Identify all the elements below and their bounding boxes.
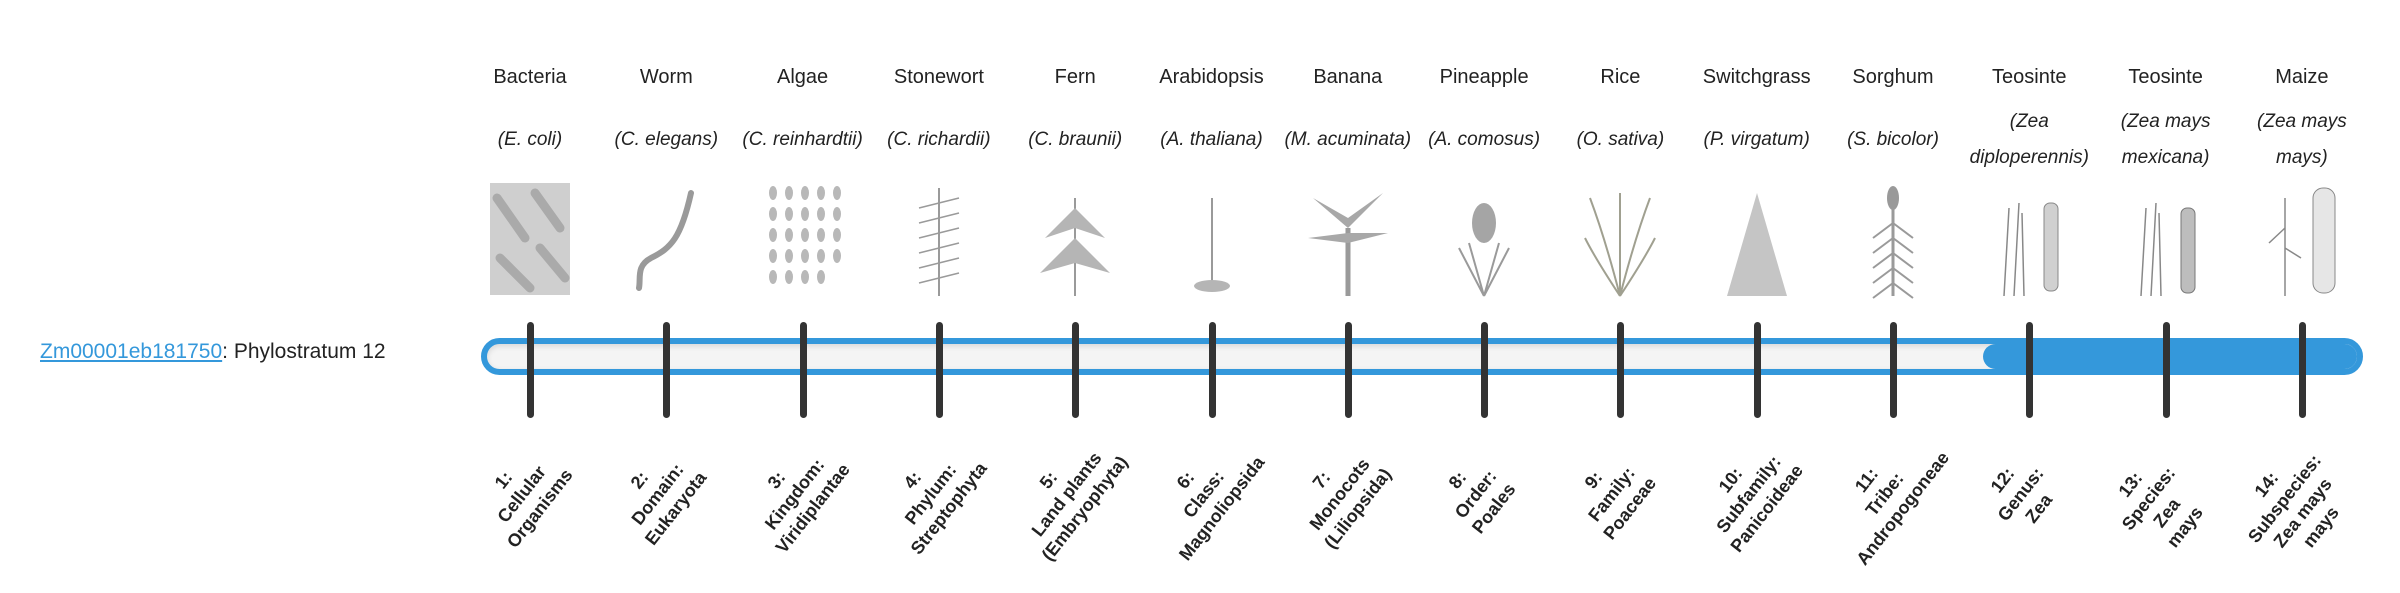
stratum-label: 1: Cellular Organisms — [449, 414, 596, 575]
stratum-tick — [799, 322, 807, 418]
stratum-tick — [2298, 322, 2306, 418]
organism-species-name: (C. elegans) — [598, 104, 734, 176]
organism-species-name: (Zea mays mexicana) — [2098, 104, 2234, 176]
organism-species-name: (A. thaliana) — [1144, 104, 1280, 176]
stratum-label: 8: Order: Poales — [1403, 414, 1550, 575]
organism-species-name: (C. richardii) — [871, 104, 1007, 176]
stratum-label: 7: Monocots (Liliopsida) — [1266, 414, 1413, 575]
teosinte-mexicana-illustration — [2098, 178, 2234, 300]
organism-common-name: Teosinte — [2128, 66, 2203, 88]
organism-species-name: (E. coli) — [462, 104, 598, 176]
species-text: (S. bicolor) — [1847, 129, 1939, 150]
switchgrass-illustration — [1689, 178, 1825, 300]
species-text: (Zea mays mays) — [2257, 111, 2347, 168]
species-text: (M. acuminata) — [1284, 129, 1412, 150]
phylostratum-progress-bar — [481, 338, 2363, 375]
organism-species-name: (Zea mays mays) — [2234, 104, 2370, 176]
bacteria-illustration — [462, 178, 598, 300]
organism-species-name: (O. sativa) — [1552, 104, 1688, 176]
progress-fill — [1983, 344, 2357, 369]
sorghum-illustration — [1825, 178, 1961, 300]
stratum-tick — [2026, 322, 2034, 418]
algae-illustration — [735, 178, 871, 300]
stonewort-illustration — [871, 178, 1007, 300]
species-text: (P. virgatum) — [1703, 129, 1810, 150]
organism-common-name: Maize — [2275, 66, 2329, 88]
stratum-tick — [935, 322, 943, 418]
phylostratum-text: : Phylostratum 12 — [222, 340, 386, 363]
species-text: (C. richardii) — [887, 129, 991, 150]
stratum-tick — [527, 322, 534, 418]
species-text: (Zea mays mexicana) — [2120, 111, 2211, 168]
stratum-tick — [663, 322, 671, 418]
organism-common-name: Bacteria — [493, 66, 567, 88]
organism-common-name: Arabidopsis — [1159, 66, 1264, 88]
gene-phylostratum-label: Zm00001eb181750: Phylostratum 12 — [40, 340, 386, 364]
organism-common-name: Rice — [1600, 66, 1641, 88]
stratum-label: 3: Kingdom: Viridiplantae — [721, 414, 868, 575]
organism-species-name: (M. acuminata) — [1280, 104, 1416, 176]
organism-common-name: Algae — [777, 66, 829, 88]
organism-species-name: (C. reinhardtii) — [735, 104, 871, 176]
stratum-tick — [1890, 322, 1897, 418]
species-text: (O. sativa) — [1576, 129, 1665, 150]
pineapple-illustration — [1416, 178, 1552, 300]
organism-species-name: (Zea diploperennis) — [1961, 104, 2097, 176]
organism-common-name: Fern — [1054, 66, 1096, 88]
gene-id-link[interactable]: Zm00001eb181750 — [40, 340, 223, 363]
organism-species-name: (S. bicolor) — [1825, 104, 1961, 176]
organism-species-name: (A. comosus) — [1416, 104, 1552, 176]
stratum-label: 13: Species: Zea mays — [2075, 419, 2240, 593]
rice-illustration — [1552, 178, 1688, 300]
organism-common-name: Sorghum — [1852, 66, 1934, 88]
fern-illustration — [1007, 178, 1143, 300]
species-text: (A. comosus) — [1428, 129, 1541, 150]
worm-illustration — [598, 178, 734, 300]
stratum-label: 12: Genus: Zea — [1948, 414, 2095, 575]
stratum-label: 6: Class: Magnoliopsida — [1130, 414, 1277, 575]
organism-species-name: (P. virgatum) — [1689, 104, 1825, 176]
organism-common-name: Teosinte — [1992, 66, 2067, 88]
stratum-tick — [2162, 322, 2170, 418]
stratum-tick — [1208, 322, 1216, 418]
organism-common-name: Pineapple — [1439, 66, 1529, 88]
stratum-label: 4: Phylum: Streptophyta — [858, 414, 1005, 575]
arabidopsis-illustration — [1144, 178, 1280, 300]
stratum-label: 9: Family: Poaceae — [1539, 414, 1686, 575]
stratum-label: 14: Subspecies: Zea mays mays — [2211, 419, 2376, 593]
organism-common-name: Switchgrass — [1702, 66, 1811, 88]
banana-illustration — [1280, 178, 1416, 300]
stratum-tick — [1617, 322, 1625, 418]
organism-species-name: (C. braunii) — [1007, 104, 1143, 176]
maize-illustration — [2234, 178, 2370, 300]
organism-common-name: Stonewort — [893, 66, 984, 88]
stratum-label: 5: Land plants (Embryophyta) — [994, 414, 1141, 575]
stratum-label: 2: Domain: Eukaryota — [585, 414, 732, 575]
stratum-tick — [1753, 322, 1761, 418]
organism-common-name: Banana — [1313, 66, 1383, 88]
species-text: (C. braunii) — [1028, 129, 1123, 150]
species-text: (Zea diploperennis) — [1969, 111, 2089, 168]
species-text: (C. elegans) — [614, 129, 719, 150]
stratum-tick — [1072, 322, 1080, 418]
species-text: (C. reinhardtii) — [742, 129, 863, 150]
species-text: (E. coli) — [497, 129, 563, 150]
stratum-tick — [1344, 322, 1352, 418]
stratum-label: 10: Subfamily: Panicoideae — [1675, 414, 1822, 575]
teosinte-illustration — [1961, 178, 2097, 300]
stratum-label: 11: Tribe: Andropogoneae — [1812, 414, 1959, 575]
organism-common-name: Worm — [639, 66, 693, 88]
stratum-tick — [1481, 322, 1489, 418]
species-text: (A. thaliana) — [1160, 129, 1263, 150]
